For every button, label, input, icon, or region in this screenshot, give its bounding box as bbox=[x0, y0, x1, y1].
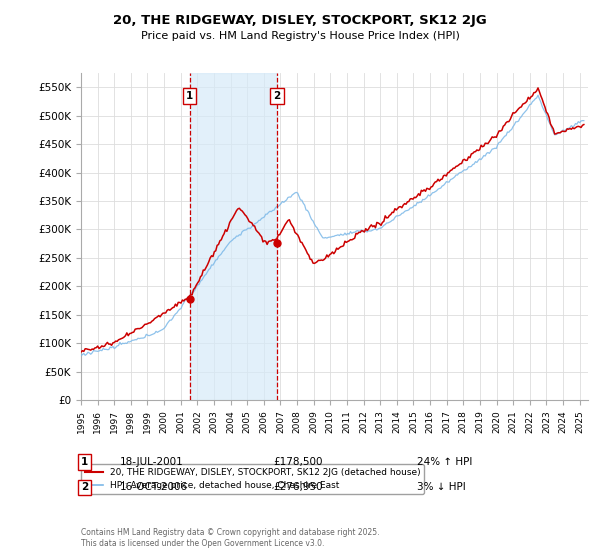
Text: Contains HM Land Registry data © Crown copyright and database right 2025.
This d: Contains HM Land Registry data © Crown c… bbox=[81, 528, 380, 548]
Legend: 20, THE RIDGEWAY, DISLEY, STOCKPORT, SK12 2JG (detached house), HPI: Average pri: 20, THE RIDGEWAY, DISLEY, STOCKPORT, SK1… bbox=[81, 464, 424, 494]
Text: £178,500: £178,500 bbox=[273, 457, 323, 467]
Bar bbox=[190, 73, 277, 400]
Text: 1: 1 bbox=[81, 457, 88, 467]
Text: 16-OCT-2006: 16-OCT-2006 bbox=[120, 482, 188, 492]
Text: 24% ↑ HPI: 24% ↑ HPI bbox=[417, 457, 472, 467]
Text: 1: 1 bbox=[186, 91, 193, 101]
Text: Price paid vs. HM Land Registry's House Price Index (HPI): Price paid vs. HM Land Registry's House … bbox=[140, 31, 460, 41]
Text: 2: 2 bbox=[81, 482, 88, 492]
Text: 3% ↓ HPI: 3% ↓ HPI bbox=[417, 482, 466, 492]
Text: £276,950: £276,950 bbox=[273, 482, 323, 492]
Text: 20, THE RIDGEWAY, DISLEY, STOCKPORT, SK12 2JG: 20, THE RIDGEWAY, DISLEY, STOCKPORT, SK1… bbox=[113, 14, 487, 27]
Text: 18-JUL-2001: 18-JUL-2001 bbox=[120, 457, 184, 467]
Text: 2: 2 bbox=[274, 91, 281, 101]
